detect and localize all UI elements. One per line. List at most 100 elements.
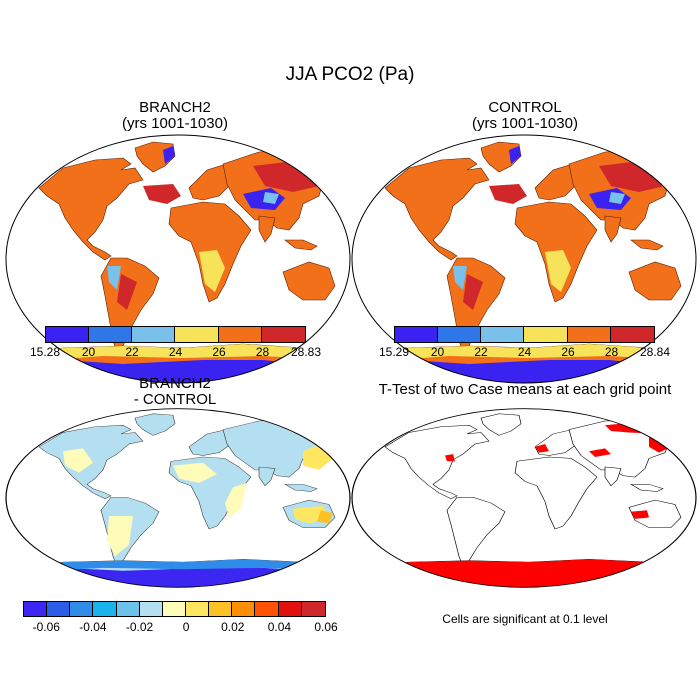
panel-title-line1: CONTROL [488,99,562,116]
main-title: JJA PCO2 (Pa) [285,64,415,85]
panel-title-difference: BRANCH2 - CONTROL [0,376,350,408]
colorbar-tick-label: 26 [561,345,575,359]
panel-title-line2: - CONTROL [133,391,217,408]
colorbar-tick-label: 20 [430,345,445,359]
colorbar-tick-label: -0.02 [125,620,154,634]
region-positive-high [317,510,333,524]
land-outline [352,413,696,588]
colorbar-swatch [70,602,94,616]
region-high [463,274,483,310]
map-control [351,134,697,384]
colorbar-tick-label: 0 [182,620,190,634]
colorbar-labels-branch2: 15.28 20 22 24 26 28 28.83 [30,345,321,361]
significant-region [535,444,549,453]
colorbar-swatch [162,602,186,616]
region-mid-low [609,192,625,204]
colorbar-swatch [261,327,305,342]
map-branch2 [5,134,351,384]
colorbar-control [394,326,655,343]
colorbar-tick-label: 22 [125,345,139,359]
colorbar-tick-label: 26 [212,345,226,359]
antarctica-edge [353,344,695,362]
significant-region [589,448,611,457]
map-difference [5,408,351,588]
colorbar-tick-label: 28 [604,345,619,359]
panel-title-line1: BRANCH2 [139,99,211,116]
colorbar-labels-difference: -0.06 -0.04 -0.02 0 0.02 0.04 0.06 [23,620,338,636]
region-mid-low [453,266,467,290]
region-mid [199,250,225,292]
land-fill [6,413,350,588]
region-low [163,146,175,164]
colorbar-tick-label: 24 [168,345,183,359]
colorbar-swatch [438,327,482,342]
antarctica-edge [7,344,349,362]
region-high [143,184,181,204]
map-ttest [351,408,697,588]
panel-title-ttest: T-Test of two Case means at each grid po… [350,382,700,398]
colorbar-swatch [185,602,210,616]
panel-title-line2: (yrs 1001-1030) [122,115,228,132]
colorbar-swatch [175,327,219,342]
colorbar-difference [23,601,326,617]
colorbar-tick-label: 24 [517,345,532,359]
colorbar-swatch [232,602,256,616]
colorbar-swatch [47,602,71,616]
region-mid [545,250,571,292]
colorbar-tick-label: 0.06 [314,620,338,634]
region-high [117,274,137,310]
colorbar-tick-label: 28.83 [290,345,322,359]
colorbar-tick-label: 20 [81,345,96,359]
colorbar-swatch [139,602,163,616]
globe-outline [351,134,697,384]
region-mid-low [107,266,121,290]
colorbar-swatch [24,602,48,616]
region-positive [173,462,217,483]
colorbar-swatch [218,327,262,342]
antarctica-edge [7,559,349,573]
panel-title-line2: (yrs 1001-1030) [472,115,578,132]
colorbar-swatch [610,327,654,342]
colorbar-tick-label: 28.84 [639,345,671,359]
colorbar-tick-label: -0.06 [32,620,60,634]
colorbar-tick-label: 15.29 [378,345,410,359]
significance-note: Cells are significant at 0.1 level [442,612,608,626]
colorbar-tick-label: -0.04 [79,620,107,634]
colorbar-branch2 [45,326,306,343]
globe-outline [5,134,351,384]
colorbar-tick-label: 28 [255,345,270,359]
region-positive [225,482,247,518]
colorbar-tick-label: 0.04 [267,620,292,634]
region-high [489,184,527,204]
colorbar-tick-label: 15.28 [29,345,61,359]
colorbar-swatch [301,602,325,616]
colorbar-swatch [46,327,90,342]
antarctica-significant [352,559,696,588]
antarctica-negative [6,567,350,588]
colorbar-swatch [255,602,279,616]
significant-region [445,454,455,462]
colorbar-swatch [395,327,439,342]
colorbar-swatch [524,327,568,342]
colorbar-tick-label: 0.02 [221,620,245,634]
region-positive [107,516,133,557]
colorbar-labels-control: 15.29 20 22 24 26 28 28.84 [379,345,670,361]
globe-outline [351,408,697,588]
region-positive [63,448,93,473]
significant-region [631,510,649,519]
colorbar-swatch [116,602,140,616]
colorbar-swatch [278,602,302,616]
panel-title-control: CONTROL (yrs 1001-1030) [350,100,700,132]
colorbar-swatch [209,602,233,616]
colorbar-swatch [481,327,525,342]
panel-title-line1: BRANCH2 [139,375,211,392]
colorbar-swatch [93,602,117,616]
panel-title-line1: T-Test of two Case means at each grid po… [378,381,672,398]
colorbar-tick-label: 22 [474,345,488,359]
region-low [509,146,521,164]
colorbar-swatch [567,327,611,342]
panel-title-branch2: BRANCH2 (yrs 1001-1030) [0,100,350,132]
colorbar-swatch [89,327,133,342]
globe-outline [5,408,351,588]
region-mid-low [263,192,279,204]
